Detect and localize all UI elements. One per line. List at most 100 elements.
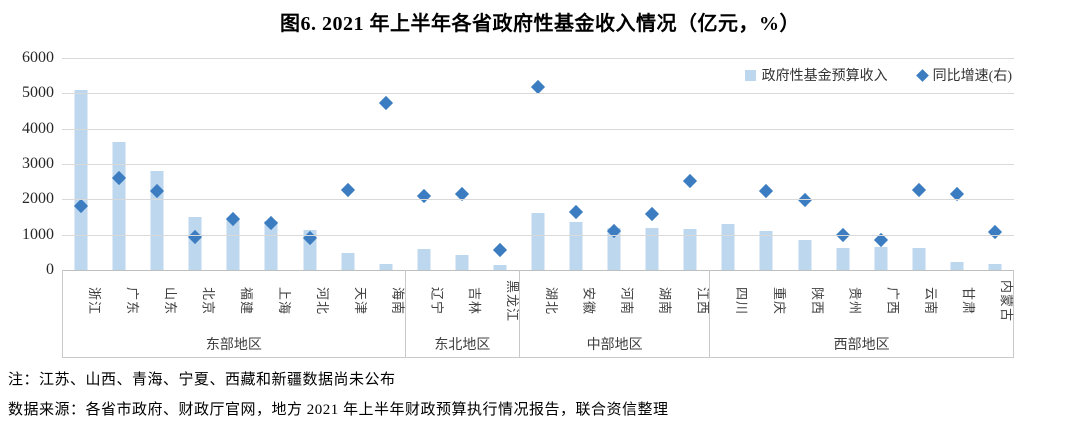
category-label: 河南: [619, 287, 635, 316]
region-group: 辽宁 吉林 黑龙江 东北地区: [404, 270, 520, 357]
revenue-bar: [721, 223, 735, 270]
revenue-bar: [531, 212, 545, 270]
y-axis-left-tick: 0: [46, 261, 54, 278]
province-column: [595, 58, 633, 270]
revenue-bar: [379, 264, 393, 270]
region-group: 四川 重庆 陕西 贵州 广西 云南 甘肃 内蒙古西部地区: [709, 270, 1014, 357]
province-column: [862, 58, 900, 270]
legend-item-growth: 同比增速(右): [915, 65, 1012, 85]
growth-diamond: [416, 188, 431, 203]
growth-diamond: [492, 243, 507, 258]
growth-diamond: [378, 96, 393, 111]
region-series-group: [62, 58, 405, 270]
province-column: [633, 58, 671, 270]
bar-swatch-icon: [744, 69, 756, 81]
y-axis-left-tick: 3000: [22, 155, 54, 172]
region-label: 东北地区: [434, 338, 491, 354]
growth-diamond: [683, 173, 698, 188]
province-column: [519, 58, 557, 270]
note-unpublished: 注：江苏、山西、青海、宁夏、西藏和新疆数据尚未公布: [8, 372, 396, 388]
legend-growth-label: 同比增速(右): [932, 69, 1012, 84]
revenue-bar: [112, 142, 126, 270]
growth-diamond: [759, 184, 774, 199]
revenue-bar: [341, 253, 355, 270]
gridline: [62, 128, 1014, 130]
category-label: 吉林: [467, 287, 483, 316]
category-label: 贵州: [847, 287, 863, 316]
revenue-bar: [493, 265, 507, 270]
revenue-bar: [150, 171, 164, 270]
growth-diamond: [340, 182, 355, 197]
y-axis-left-tick: 2000: [22, 190, 54, 208]
category-label: 甘肃: [961, 287, 977, 316]
revenue-bar: [417, 249, 431, 270]
figure-title: 图6. 2021 年上半年各省政府性基金收入情况（亿元，%）: [280, 13, 800, 35]
category-label: 云南: [923, 287, 939, 316]
province-column: [747, 58, 785, 270]
revenue-bar: [874, 247, 888, 270]
province-column: [176, 58, 214, 270]
region-group: 湖北 安徽 河南 湖南 江西中部地区: [518, 270, 711, 357]
province-label-row: 四川 重庆 陕西 贵州 广西 云南 甘肃 内蒙古: [710, 270, 1014, 329]
category-label: 北京: [200, 287, 216, 316]
revenue-bar: [645, 227, 659, 270]
revenue-bar: [569, 222, 583, 270]
category-label: 浙江: [86, 287, 102, 316]
province-column: [938, 58, 976, 270]
province-column: [900, 58, 938, 270]
region-series-group: [405, 58, 519, 270]
province-label-row: 湖北 安徽 河南 湖南 江西: [520, 270, 711, 329]
province-column: [671, 58, 709, 270]
province-column: [329, 58, 367, 270]
region-label: 西部地区: [833, 338, 890, 354]
y-axis-left-tick: 1000: [22, 225, 54, 243]
province-column: [252, 58, 290, 270]
revenue-bar: [607, 228, 621, 270]
gridline: [62, 234, 1014, 236]
revenue-bar: [683, 229, 697, 270]
region-group: 浙江 广东 山东 北京 福建 上海 河北 天津 海南 东部地区: [62, 270, 406, 357]
category-label: 湖南: [657, 287, 673, 316]
province-column: [976, 58, 1014, 270]
category-label: 河北: [314, 287, 330, 316]
province-column: [290, 58, 328, 270]
province-column: [100, 58, 138, 270]
revenue-bar: [912, 248, 926, 270]
region-label: 中部地区: [586, 338, 643, 354]
category-label: 广东: [124, 287, 140, 316]
diamond-swatch-icon: [915, 68, 929, 82]
growth-diamond: [797, 193, 812, 208]
revenue-bar: [74, 89, 88, 270]
category-label: 辽宁: [429, 287, 445, 316]
series-container: [62, 58, 1014, 270]
province-column: [824, 58, 862, 270]
gridline: [62, 199, 1014, 201]
province-column: [786, 58, 824, 270]
province-column: [214, 58, 252, 270]
category-label: 广西: [885, 287, 901, 316]
category-label: 福建: [238, 287, 254, 316]
note-source: 数据来源：各省市政府、财政厅官网，地方 2021 年上半年财政预算执行情况报告，…: [8, 402, 669, 418]
y-axis-left-tick: 4000: [22, 119, 54, 137]
growth-diamond: [645, 206, 660, 222]
category-label: 陕西: [809, 287, 825, 316]
legend: 政府性基金预算收入 同比增速(右): [744, 65, 1012, 85]
plot-area: 政府性基金预算收入 同比增速(右): [62, 58, 1014, 271]
province-column: [367, 58, 405, 270]
province-column: [62, 58, 100, 270]
gridline: [62, 164, 1014, 165]
legend-revenue-label: 政府性基金预算收入: [761, 69, 888, 84]
gridline: [62, 93, 1014, 95]
category-label: 四川: [734, 287, 750, 316]
province-label-row: 辽宁 吉林 黑龙江: [406, 270, 520, 329]
category-label: 重庆: [772, 287, 787, 316]
category-label: 黑龙江: [504, 280, 520, 323]
x-axis-line: [62, 270, 1014, 271]
category-label: 江西: [695, 287, 711, 316]
revenue-bar: [836, 248, 850, 270]
province-column: [138, 58, 176, 270]
revenue-bar: [226, 219, 240, 270]
revenue-bar: [950, 262, 964, 270]
category-label: 上海: [276, 287, 292, 316]
